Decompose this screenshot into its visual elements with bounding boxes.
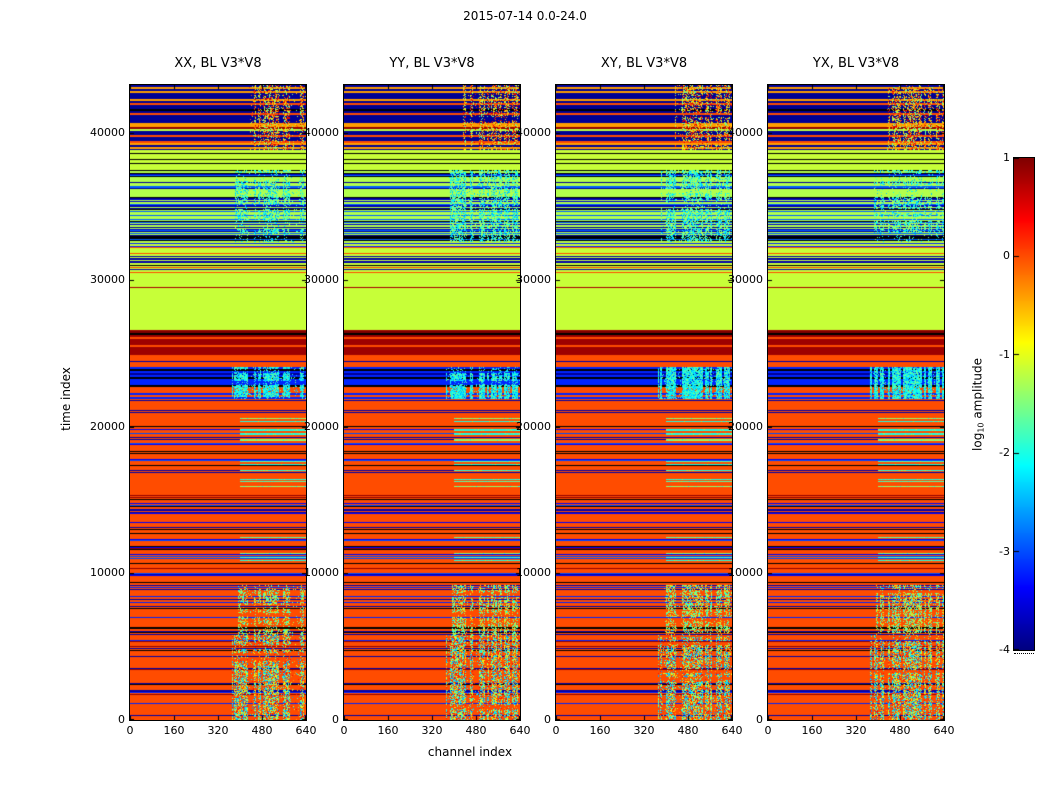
x-tick-label: 640 [933,724,955,737]
y-axis-label: time index [59,367,73,431]
y-tick-label: 10000 [728,566,763,580]
x-tick-label: 640 [509,724,531,737]
colorbar-tick-label: 0 [1003,249,1010,263]
y-tick-label: 40000 [90,126,125,140]
colorbar-label-suffix: amplitude [970,358,985,423]
y-tick-label: 20000 [516,419,551,433]
panel-title: YY, BL V3*V8 [389,56,475,71]
x-tick-label: 640 [295,724,317,737]
panel-title: XX, BL V3*V8 [174,56,262,71]
colorbar-tick-label: -1 [999,347,1010,361]
heatmap-panel [343,84,521,721]
colorbar-label-subscript: 10 [976,422,986,433]
x-tick-label: 640 [721,724,743,737]
x-tick-label: 320 [421,724,443,737]
y-tick-label: 40000 [516,126,551,140]
colorbar-gradient [1014,158,1034,650]
y-tick-label: 10000 [516,566,551,580]
heatmap-panel [767,84,945,721]
y-tick-label: 0 [756,713,763,726]
x-tick-label: 160 [377,724,399,737]
y-tick-label: 10000 [304,566,339,580]
x-tick-label: 0 [764,724,772,737]
heatmap-panel [129,84,307,721]
y-tick-label: 0 [332,713,339,726]
heatmap-canvas [130,85,306,720]
x-tick-label: 320 [845,724,867,737]
y-tick-label: 20000 [90,419,125,433]
x-tick-label: 0 [126,724,134,737]
x-tick-label: 160 [589,724,611,737]
y-tick-label: 30000 [516,273,551,287]
x-tick-label: 320 [207,724,229,737]
heatmap-canvas [768,85,944,720]
colorbar-tick-label: -2 [999,446,1010,460]
y-tick-label: 10000 [90,566,125,580]
y-tick-label: 0 [118,713,125,726]
panel-title: YX, BL V3*V8 [812,56,900,71]
colorbar-dashed-edge [1014,653,1034,654]
x-tick-label: 480 [465,724,487,737]
x-axis-label: channel index [427,745,513,759]
y-tick-label: 40000 [304,126,339,140]
colorbar-tick-label: -3 [999,544,1010,558]
heatmap-canvas [344,85,520,720]
heatmap-panel [555,84,733,721]
y-tick-label: 30000 [728,273,763,287]
heatmap-canvas [556,85,732,720]
panel-title: XY, BL V3*V8 [600,56,688,71]
x-tick-label: 480 [889,724,911,737]
x-tick-label: 160 [163,724,185,737]
colorbar-tick-label: 1 [1003,151,1010,164]
y-tick-label: 30000 [304,273,339,287]
figure-title: 2015-07-14 0.0-24.0 [463,9,587,23]
y-tick-label: 20000 [304,419,339,433]
y-tick-label: 30000 [90,273,125,287]
y-tick-label: 20000 [728,419,763,433]
x-tick-label: 320 [633,724,655,737]
y-tick-label: 40000 [728,126,763,140]
colorbar-tick-label: -4 [999,643,1010,656]
x-tick-label: 480 [677,724,699,737]
x-tick-label: 160 [801,724,823,737]
x-tick-label: 0 [340,724,348,737]
y-tick-label: 0 [544,713,551,726]
x-tick-label: 480 [251,724,273,737]
x-tick-label: 0 [552,724,560,737]
colorbar [1013,157,1035,651]
